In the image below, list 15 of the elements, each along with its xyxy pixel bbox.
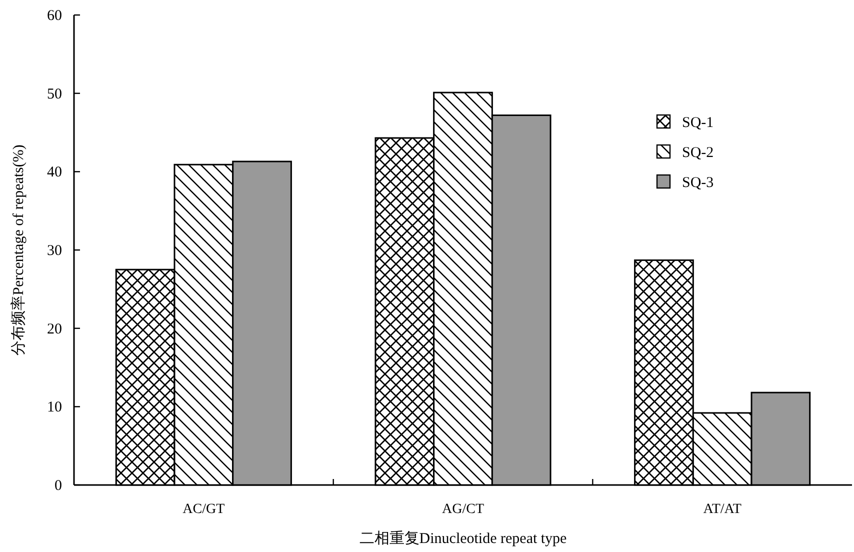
legend-label: SQ-2	[682, 145, 714, 161]
y-tick-label: 40	[47, 164, 62, 181]
x-axis-title: 二相重复Dinucleotide repeat type	[359, 530, 568, 547]
legend-label: SQ-1	[682, 115, 714, 131]
x-tick-label: AC/GT	[182, 502, 226, 517]
y-axis-title: 分布频率Percentage of repeats(%)	[10, 144, 27, 356]
y-tick-label: 10	[47, 400, 62, 416]
y-tick-label: 60	[47, 8, 62, 24]
y-tick-label: 20	[47, 321, 62, 338]
y-tick-label: 0	[54, 478, 62, 494]
legend-label: SQ-3	[682, 175, 714, 191]
y-tick-label: 50	[47, 86, 62, 102]
x-tick-label: AG/CT	[442, 502, 484, 517]
y-tick-label: 30	[47, 243, 62, 259]
x-tick-label: AT/AT	[703, 502, 742, 517]
